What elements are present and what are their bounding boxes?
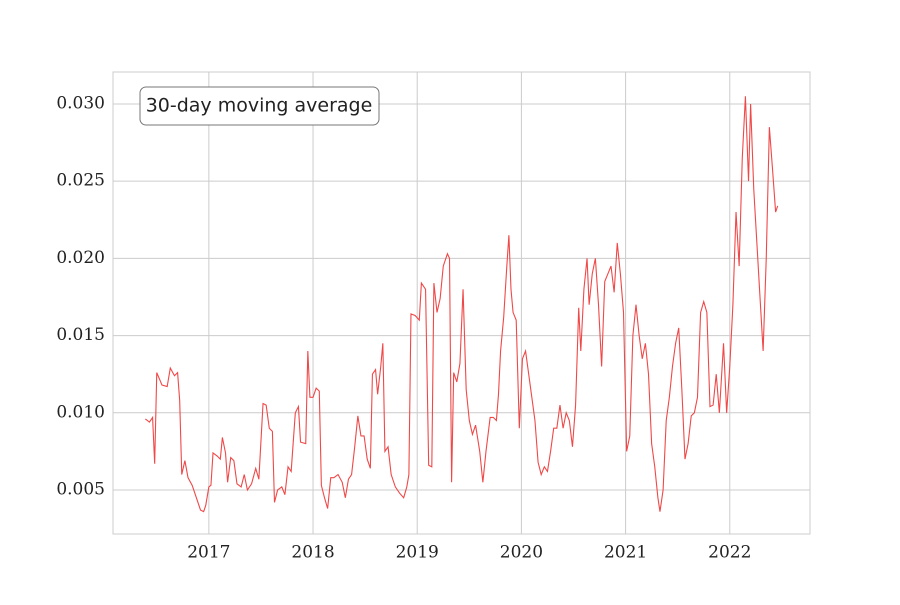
y-tick-label: 0.030 [56, 93, 105, 113]
grid [113, 72, 810, 534]
annotation-box [139, 86, 380, 126]
x-tick-label: 2021 [604, 543, 647, 563]
plot-frame [112, 71, 811, 535]
annotation: 30-day moving average [146, 95, 373, 117]
x-tick-label: 2018 [291, 543, 334, 563]
x-tick-label: 2017 [187, 543, 230, 563]
y-tick-label: 0.010 [56, 402, 105, 422]
x-tick-label: 2022 [708, 543, 751, 563]
x-tick-label: 2020 [500, 543, 543, 563]
marks [144, 96, 779, 513]
y-tick-label: 0.025 [56, 171, 105, 191]
y-tick-label: 0.020 [56, 248, 105, 268]
series-line [144, 96, 779, 513]
y-tick-label: 0.015 [56, 325, 105, 345]
x-tick-label: 2019 [396, 543, 439, 563]
y-tick-label: 0.005 [56, 479, 105, 499]
